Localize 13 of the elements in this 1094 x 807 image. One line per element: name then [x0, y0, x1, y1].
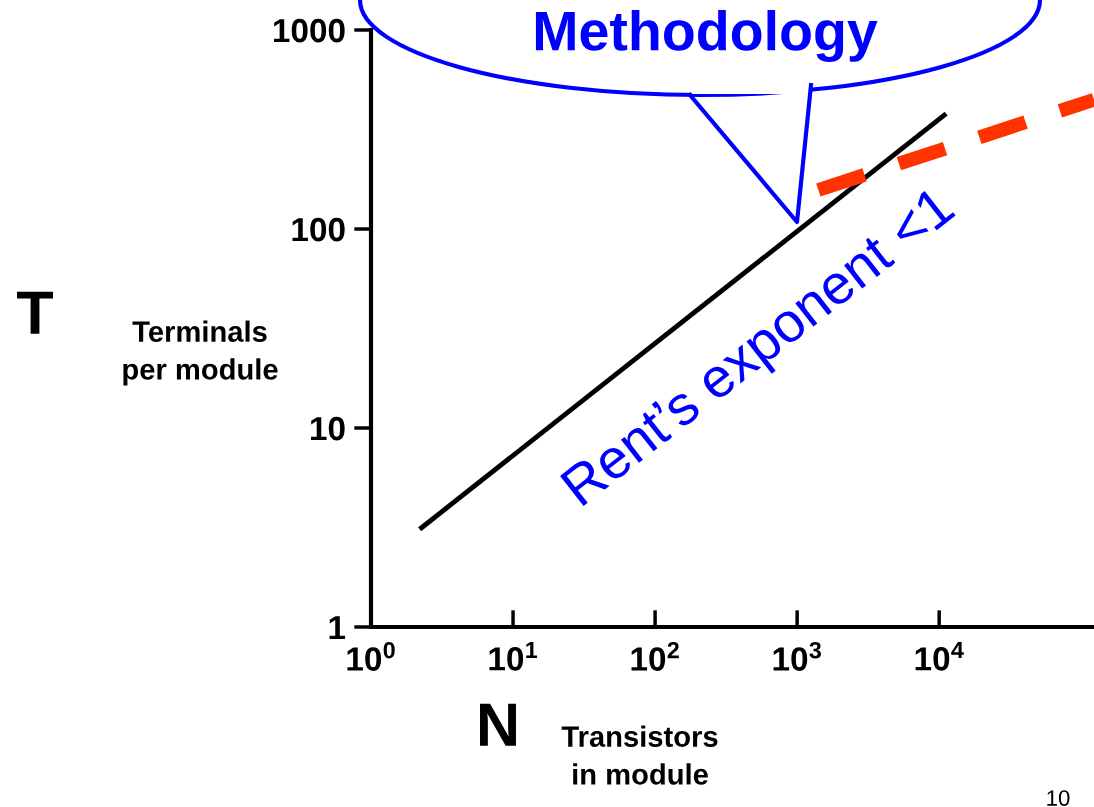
- y-tick-label: 10: [311, 416, 345, 441]
- y-tick-label: 1: [329, 616, 346, 640]
- x-tick-label: 10$^{0}$: [347, 641, 395, 671]
- y-tick-label: 1000: [273, 18, 345, 43]
- x-axis-title: N Transistors in module: [480, 703, 718, 785]
- annotation: Methodology: [535, 9, 878, 63]
- y-tick-label: 100: [292, 217, 345, 242]
- x-tick-label: 10$^{2}$: [631, 641, 679, 671]
- x-tick-label: 10$^{1}$: [489, 641, 538, 671]
- x-tick-label: 10$^{3}$: [773, 641, 821, 671]
- text: T Terminals per module: [17, 291, 278, 386]
- text: 10: [1047, 790, 1070, 806]
- x-tick-label: 10$^{4}$: [915, 641, 964, 671]
